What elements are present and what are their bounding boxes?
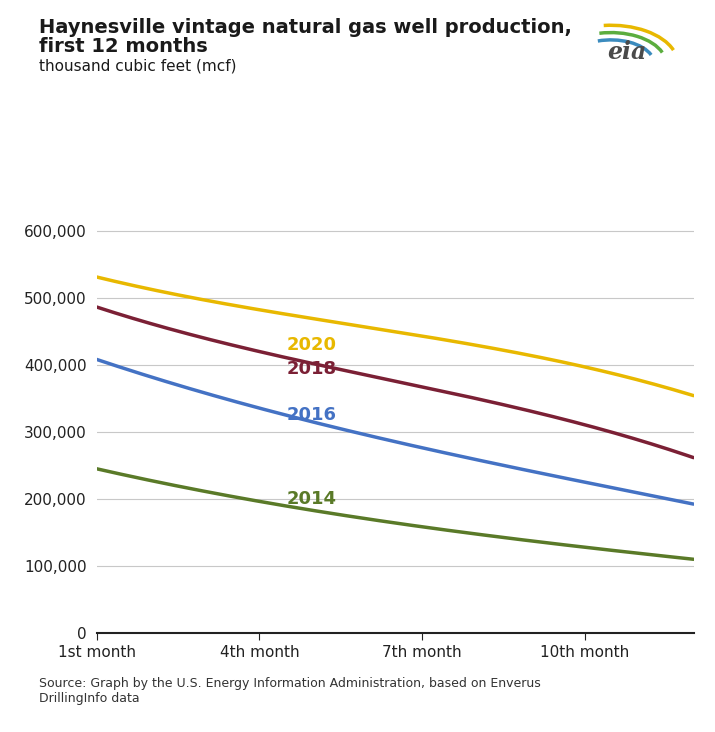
Text: 2016: 2016 <box>287 406 337 425</box>
Text: 2020: 2020 <box>287 336 337 354</box>
Text: 2014: 2014 <box>287 490 337 508</box>
Text: Source: Graph by the U.S. Energy Information Administration, based on Enverus
Dr: Source: Graph by the U.S. Energy Informa… <box>39 677 541 705</box>
Text: eia: eia <box>607 40 646 64</box>
Text: Haynesville vintage natural gas well production,: Haynesville vintage natural gas well pro… <box>39 18 572 37</box>
Text: first 12 months: first 12 months <box>39 37 208 56</box>
Text: thousand cubic feet (mcf): thousand cubic feet (mcf) <box>39 59 237 73</box>
Text: 2018: 2018 <box>287 359 337 378</box>
